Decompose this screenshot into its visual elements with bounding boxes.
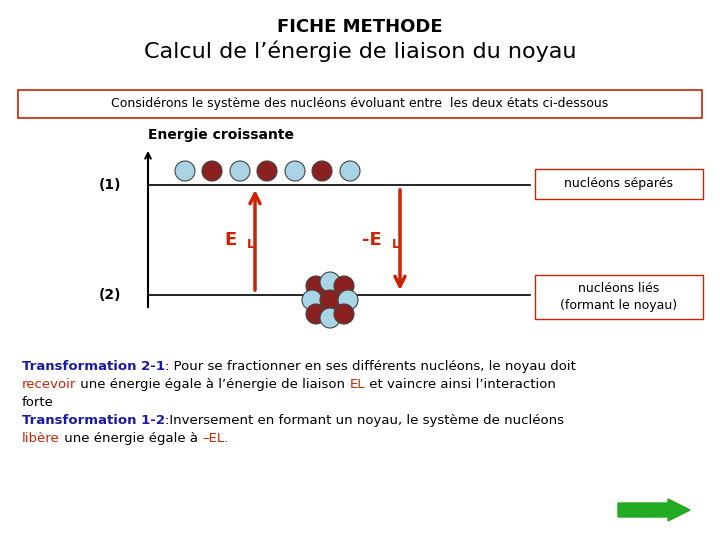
Bar (535, 169, 703, 199)
Text: Transformation 2-1: Transformation 2-1 (22, 360, 165, 373)
Text: Considérons le système des nucléons évoluant entre  les deux états ci-dessous: Considérons le système des nucléons évol… (112, 98, 608, 111)
Text: EL: EL (350, 378, 365, 391)
Text: Calcul de l’énergie de liaison du noyau: Calcul de l’énergie de liaison du noyau (144, 40, 576, 62)
Text: L: L (247, 239, 255, 252)
Text: E: E (225, 231, 237, 249)
Text: -E: -E (362, 231, 382, 249)
Circle shape (306, 304, 326, 324)
Circle shape (302, 290, 322, 310)
Text: (2): (2) (99, 288, 121, 302)
Text: Energie croissante: Energie croissante (148, 128, 294, 142)
Text: FICHE METHODE: FICHE METHODE (277, 18, 443, 36)
Text: nucléons séparés: nucléons séparés (564, 178, 673, 191)
Circle shape (312, 161, 332, 181)
Text: : Pour se fractionner en ses différents nucléons, le noyau doit: : Pour se fractionner en ses différents … (165, 360, 576, 373)
Bar (535, 275, 703, 319)
Bar (18, 90, 702, 118)
Text: (formant le noyau): (formant le noyau) (560, 300, 678, 313)
Circle shape (175, 161, 195, 181)
Circle shape (320, 308, 340, 328)
Circle shape (320, 290, 340, 310)
Text: nucléons liés: nucléons liés (578, 281, 660, 294)
Circle shape (285, 161, 305, 181)
Text: libère: libère (22, 432, 60, 445)
Circle shape (320, 272, 340, 292)
Circle shape (257, 161, 277, 181)
Text: –EL.: –EL. (202, 432, 228, 445)
Text: Transformation 1-2: Transformation 1-2 (22, 414, 165, 427)
Text: recevoir: recevoir (22, 378, 76, 391)
FancyArrow shape (618, 499, 690, 521)
Circle shape (306, 276, 326, 296)
Text: (1): (1) (99, 178, 121, 192)
Circle shape (334, 304, 354, 324)
Text: une énergie égale à: une énergie égale à (60, 432, 202, 445)
Circle shape (202, 161, 222, 181)
Circle shape (338, 290, 358, 310)
Circle shape (334, 276, 354, 296)
Text: forte: forte (22, 396, 54, 409)
Circle shape (230, 161, 250, 181)
Circle shape (340, 161, 360, 181)
Text: et vaincre ainsi l’interaction: et vaincre ainsi l’interaction (365, 378, 556, 391)
Text: une énergie égale à l’énergie de liaison: une énergie égale à l’énergie de liaison (76, 378, 350, 391)
Text: L: L (392, 239, 400, 252)
Text: :Inversement en formant un noyau, le système de nucléons: :Inversement en formant un noyau, le sys… (165, 414, 564, 427)
